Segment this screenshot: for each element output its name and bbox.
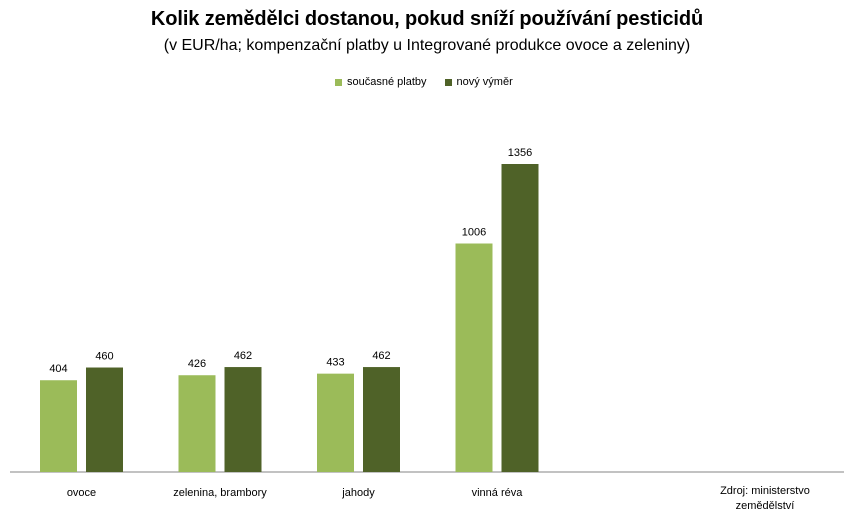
legend-item-new: nový výměr: [444, 76, 513, 88]
data-label-new-0: 460: [95, 351, 113, 363]
legend-item-current: současné platby: [335, 76, 427, 88]
bar-new-2: [363, 367, 400, 472]
data-label-current-0: 404: [49, 363, 67, 375]
bar-new-0: [86, 367, 123, 472]
category-label-3: vinná réva: [472, 487, 524, 499]
category-label-2: jahody: [341, 487, 375, 499]
source-note: Zdroj: ministerstvo zemědělství: [720, 485, 810, 512]
bar-new-3: [501, 164, 539, 472]
bar-current-3: [455, 243, 493, 472]
data-label-new-2: 462: [372, 350, 390, 362]
chart-subtitle: (v EUR/ha; kompenzační platby u Integrov…: [163, 37, 691, 54]
legend-swatch-current: [335, 78, 342, 86]
bar-current-2: [317, 373, 354, 472]
data-label-current-3: 1006: [462, 226, 486, 238]
data-label-new-1: 462: [234, 350, 252, 362]
legend-label-current: současné platby: [347, 76, 427, 88]
bar-current-1: [178, 375, 216, 472]
chart-title: Kolik zemědělci dostanou, pokud sníží po…: [150, 8, 704, 30]
bar-new-1: [224, 367, 262, 472]
legend-swatch-new: [444, 78, 452, 86]
data-label-new-3: 1356: [508, 147, 532, 159]
bar-current-0: [40, 380, 77, 472]
legend: současné platby nový výměr: [335, 74, 531, 90]
legend-label-new: nový výměr: [456, 76, 513, 88]
category-label-1: zelenina, brambory: [173, 487, 267, 499]
category-label-0: ovoce: [67, 487, 96, 499]
data-label-current-2: 433: [326, 357, 344, 369]
data-label-current-1: 426: [188, 358, 206, 370]
